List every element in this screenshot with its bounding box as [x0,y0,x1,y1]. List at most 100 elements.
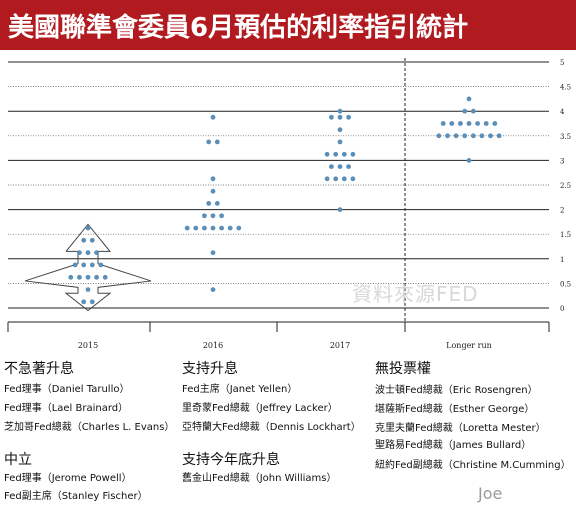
chart-dots [68,96,502,305]
projection-dot [470,108,476,114]
projection-dot [210,287,216,292]
member-item: Fed主席（Janet Yellen） [182,384,298,395]
projection-dot [333,151,339,157]
projection-dot [483,121,489,126]
projection-dot [449,121,455,126]
projection-dot [89,299,95,305]
projection-dot [89,262,95,268]
projection-dot [341,176,347,182]
y-tick-label: 4.5 [560,84,571,92]
projection-dot [219,213,225,219]
projection-dot [94,274,99,280]
projection-dot [206,201,212,206]
projection-dot [72,262,78,268]
projection-dot [350,151,356,157]
projection-dot [453,133,459,139]
projection-dot [488,133,493,139]
projection-dot [102,274,108,280]
projection-dot [337,207,343,213]
projection-dot [324,151,330,157]
projection-dot [479,133,485,139]
group-title-support-this-year: 支持今年底升息 [182,452,280,468]
y-tick-label: 2 [560,207,564,215]
member-item: 紐約Fed副總裁（Christine M.Cumming） [375,460,571,471]
group-title-non-voting: 無投票權 [375,361,431,377]
member-item: 亞特蘭大Fed總裁（Dennis Lockhart） [182,422,361,433]
projection-dot [77,274,82,280]
projection-dot [350,176,356,182]
group-title-support: 支持升息 [182,361,238,377]
projection-dot [458,121,463,126]
member-item: 克里夫蘭Fed總裁（Loretta Mester） [375,423,546,434]
projection-dot [466,121,472,126]
member-item: Fed理事（Daniel Tarullo） [4,384,130,395]
projection-dot [85,274,91,280]
projection-dot [436,133,442,139]
page-title: 美國聯準會委員6月預估的利率指引統計 [8,13,469,43]
member-item: Fed理事（Jerome Powell） [4,473,132,484]
chart-labels: 0 0.5 1 1.5 2 2.5 3 3.5 4 4.5 5 2015 2016 2017 Longer … [78,59,571,350]
projection-dot [68,274,74,280]
projection-dot [324,176,330,182]
member-item: 波士頓Fed總裁（Eric Rosengren） [375,385,538,396]
x-tick-label: Longer run [446,341,492,350]
projection-dot [337,114,343,120]
projection-dot [210,225,216,231]
projection-dot [214,139,220,145]
y-tick-label: 4 [560,108,565,116]
projection-dot [337,108,343,114]
member-item: 芝加哥Fed總裁（Charles L. Evans） [4,422,175,433]
projection-dot [227,225,233,231]
projection-dot [440,121,446,126]
member-item: 聖路易Fed總裁（James Bullard） [375,440,532,451]
projection-dot [81,299,87,305]
author-signature: Joe [478,484,503,503]
projection-dot [470,133,476,139]
group-title-no-hurry: 不急著升息 [4,361,74,377]
projection-dot [210,213,216,219]
member-item: Fed理事（Lael Brainard） [4,403,129,414]
x-tick-label: 2016 [203,341,223,350]
projection-dot [94,250,99,256]
projection-dot [184,225,190,231]
group-title-neutral: 中立 [4,452,32,468]
projection-dot [346,114,351,120]
projection-dot [445,133,450,139]
projection-dot [210,114,216,120]
projection-dot [329,114,334,120]
projection-dot [210,176,216,182]
projection-dot [210,250,216,256]
source-watermark: 資料來源FED [352,282,479,306]
projection-dot [85,287,91,292]
projection-dot [337,127,343,133]
y-tick-label: 1 [560,256,564,264]
member-item: Fed副主席（Stanley Fischer） [4,491,148,502]
dot-plot-chart: 0 0.5 1 1.5 2 2.5 3 3.5 4 4.5 5 2015 2016 2017 Longer … [7,58,571,350]
projection-dot [496,133,502,139]
projection-dot [214,201,220,206]
projection-dot [346,164,351,169]
y-tick-label: 1.5 [560,231,571,239]
projection-dot [98,262,104,268]
projection-dot [492,121,498,126]
projection-dot [202,225,207,231]
projection-dot [466,158,472,163]
y-tick-label: 0 [560,305,564,313]
highlight-outline [24,223,152,312]
projection-dot [329,164,334,169]
projection-dot [337,139,343,145]
projection-dot [202,213,207,219]
projection-dot [462,108,468,114]
projection-dot [466,96,472,102]
projection-dot [89,237,95,243]
x-tick-label: 2015 [78,341,98,350]
projection-dot [210,188,216,194]
member-item: 舊金山Fed總裁（John Williams） [182,473,337,484]
projection-dot [193,225,199,231]
projection-dot [85,250,91,256]
x-tick-label: 2017 [330,341,350,350]
projection-dot [206,139,212,145]
projection-dot [236,225,242,231]
y-tick-label: 0.5 [560,280,571,288]
projection-dot [77,250,82,256]
